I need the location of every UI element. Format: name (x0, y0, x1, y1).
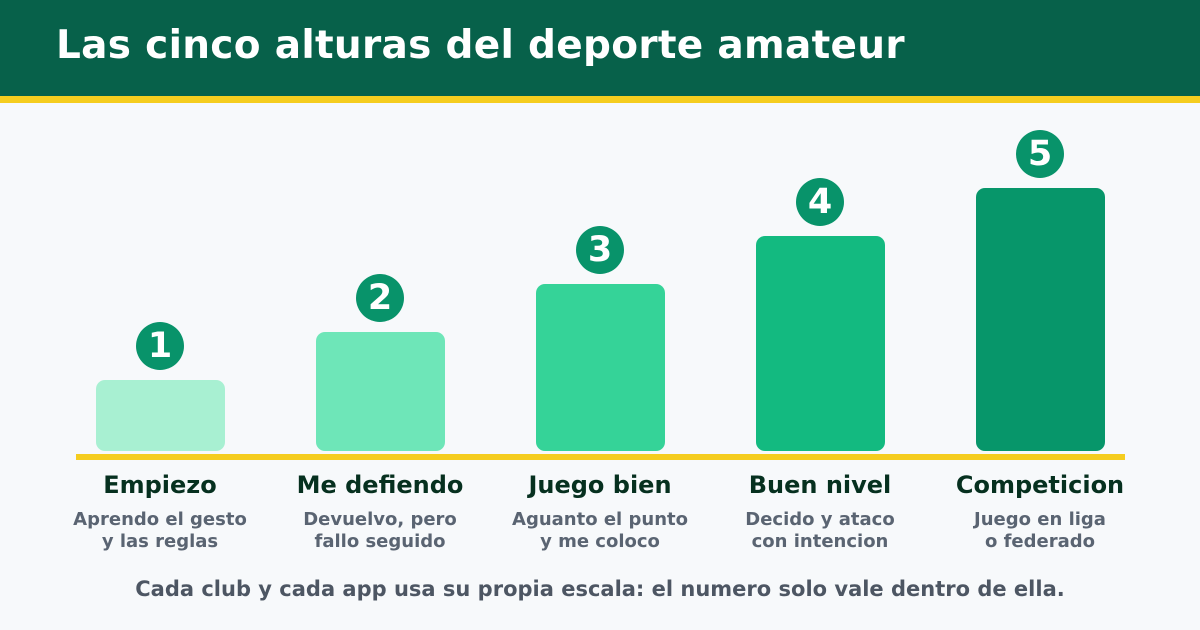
level-name: Me defiendo (296, 471, 464, 499)
level-bar (975, 188, 1105, 451)
level-number-badge: 3 (576, 226, 624, 274)
level-description-line-2: y las reglas (101, 531, 219, 552)
level-name: Juego bien (528, 471, 672, 499)
baseline-line (76, 454, 1125, 460)
level-name: Competicion (955, 471, 1125, 499)
level-name: Empiezo (103, 471, 217, 499)
level-description-line-1: Aguanto el punto (512, 509, 688, 530)
level-description-line-2: fallo seguido (314, 531, 446, 552)
level-number-badge: 4 (796, 178, 844, 226)
level-bar (755, 236, 885, 451)
level-bar (315, 332, 445, 451)
level-description-line-1: Aprendo el gesto (73, 509, 247, 530)
level-description-line-2: con intencion (751, 531, 889, 552)
header-bar: Las cinco alturas del deporte amateur (0, 0, 1200, 96)
level-name: Buen nivel (748, 471, 892, 499)
level-number-badge: 5 (1016, 130, 1064, 178)
level-description-line-2: o federado (984, 531, 1096, 552)
level-description-line-1: Decido y ataco (745, 509, 895, 530)
level-number-badge: 2 (356, 274, 404, 322)
level-bar (535, 284, 665, 451)
level-description-line-2: y me coloco (540, 531, 660, 552)
page-title: Las cinco alturas del deporte amateur (56, 23, 905, 68)
level-number-badge: 1 (136, 322, 184, 370)
level-bar (95, 380, 225, 451)
level-description-line-1: Juego en liga (974, 509, 1106, 530)
header-accent-stripe (0, 96, 1200, 103)
level-description-line-1: Devuelvo, pero (303, 509, 457, 530)
footer-note: Cada club y cada app usa su propia escal… (135, 577, 1065, 601)
